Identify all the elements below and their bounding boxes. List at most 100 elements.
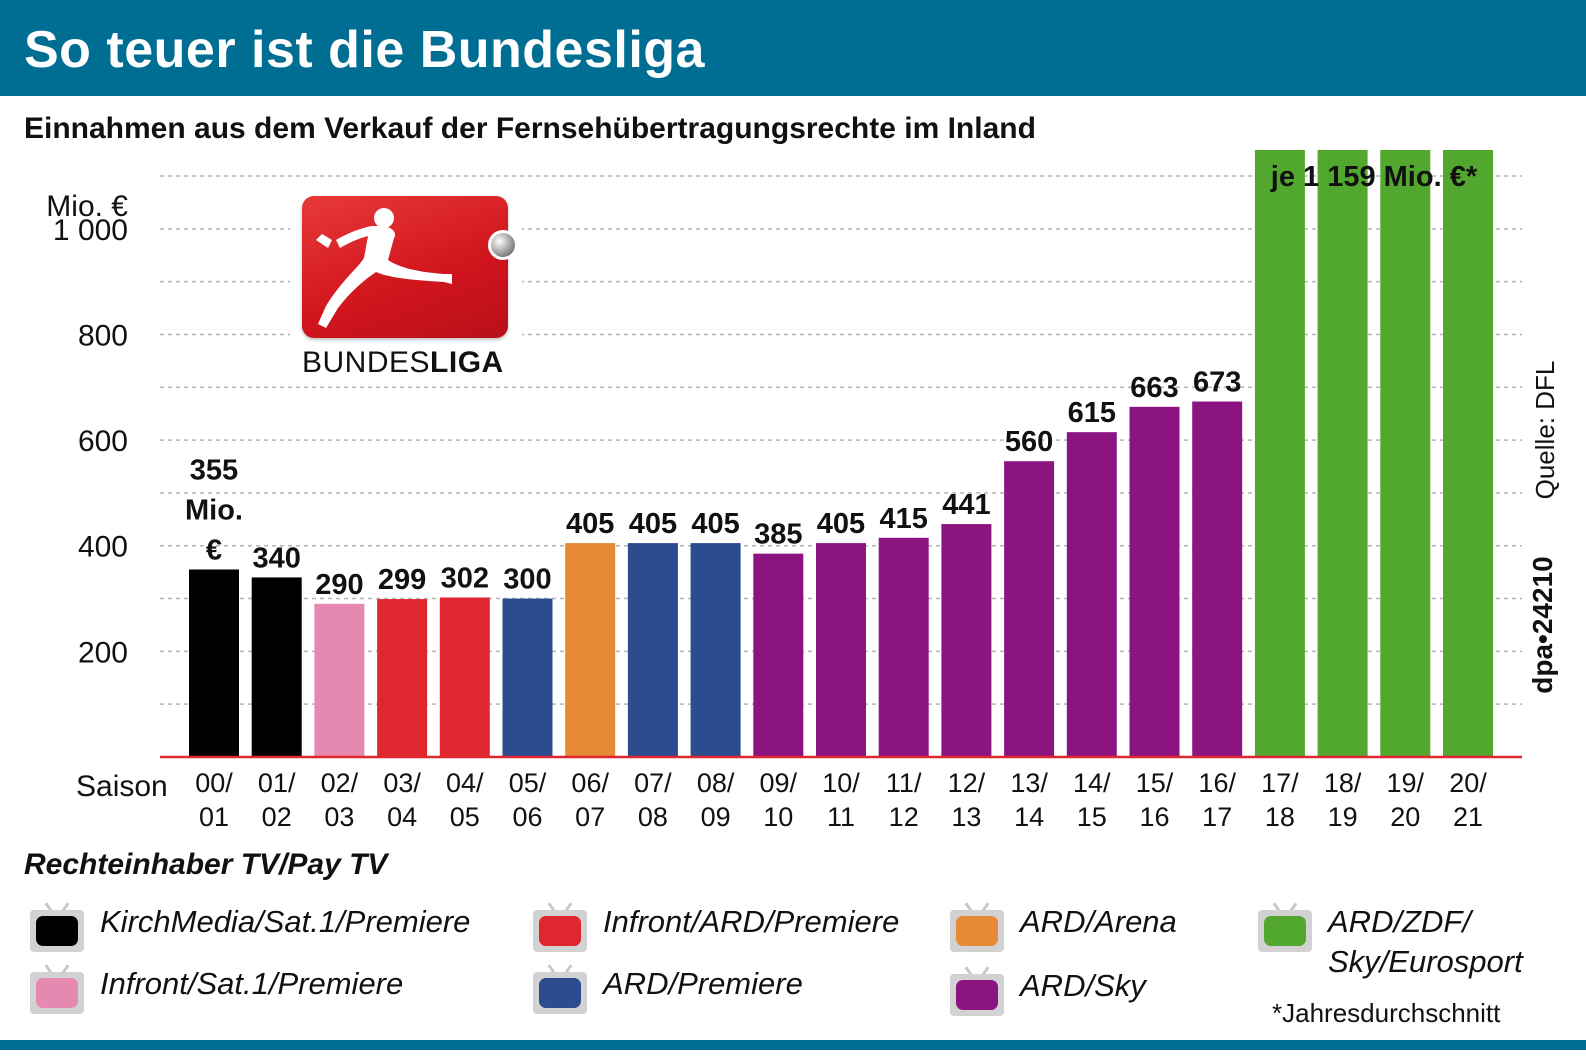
x-tick-label: 16 (1139, 802, 1169, 832)
bar (1129, 406, 1180, 757)
bar (941, 524, 992, 757)
x-tick-label: 02 (262, 802, 292, 832)
page-title: So teuer ist die Bundesliga (24, 21, 705, 79)
x-tick-label: 06 (512, 802, 542, 832)
y-tick-label: 1 000 (53, 214, 128, 247)
x-tick-label: 11 (827, 802, 855, 832)
data-label: 405 (629, 508, 677, 540)
bar (1317, 150, 1368, 757)
logo-wordmark: BUNDESLIGA (302, 346, 504, 379)
legend-label: Infront/ARD/Premiere (603, 904, 900, 939)
x-tick-label: 03/ (383, 768, 421, 798)
x-tick-label: 13 (951, 802, 981, 832)
y-axis-unit: Mio. € (46, 190, 128, 223)
data-label: 673 (1193, 367, 1241, 399)
chart-subtitle: Einnahmen aus dem Verkauf der Fernsehübe… (24, 112, 1036, 145)
x-axis-label: Saison (76, 770, 168, 803)
x-tick-label: 00/ (195, 768, 233, 798)
x-tick-label: 11/ (886, 768, 922, 798)
data-label: 560 (1005, 426, 1053, 458)
x-tick-label: 18 (1265, 802, 1295, 832)
bar (1443, 150, 1493, 757)
x-tick-label: 01 (199, 802, 229, 832)
x-tick-label: 10/ (822, 768, 860, 798)
logo-badge (302, 196, 508, 338)
data-label: 300 (503, 564, 551, 596)
x-tick-label: 02/ (321, 768, 359, 798)
y-tick-label: 400 (78, 531, 128, 564)
bar (627, 543, 678, 757)
tv-icon (1258, 902, 1312, 952)
bar (1066, 432, 1117, 757)
bar (816, 543, 866, 757)
legend-label: ARD/Premiere (603, 966, 803, 1001)
source-label: Quelle: DFL (1530, 361, 1560, 500)
data-label: 290 (315, 569, 363, 601)
bar (439, 597, 490, 757)
data-label: 355 Mio. € (185, 454, 243, 566)
x-tick-label: 20/ (1449, 768, 1487, 798)
footnote: *Jahresdurchschnitt (1272, 998, 1501, 1028)
data-label: 663 (1130, 372, 1178, 404)
data-label: 299 (378, 564, 426, 596)
data-label: 441 (942, 489, 990, 521)
tv-icon (950, 902, 1004, 952)
x-tick-label: 15 (1077, 802, 1107, 832)
x-tick-label: 04/ (446, 768, 484, 798)
x-tick-label: 04 (387, 802, 417, 832)
x-tick-label: 18/ (1324, 768, 1362, 798)
legend-label: ARD/ZDF/Sky/Eurosport (1328, 904, 1523, 979)
data-label: 385 (754, 519, 802, 551)
x-tick-label: 13/ (1010, 768, 1048, 798)
data-label: 340 (253, 542, 301, 574)
bar (753, 553, 804, 757)
bar (565, 543, 616, 757)
tv-icon (533, 964, 587, 1014)
x-tick-label: 07 (575, 802, 605, 832)
tv-icon (30, 964, 84, 1014)
x-tick-label: 15/ (1136, 768, 1174, 798)
bar (878, 537, 929, 757)
x-tick-label: 06/ (571, 768, 609, 798)
tv-icon (533, 902, 587, 952)
x-tick-label: 09 (701, 802, 731, 832)
y-tick-label: 200 (78, 636, 128, 669)
bottom-bar (0, 1040, 1586, 1050)
x-tick-label: 14/ (1073, 768, 1111, 798)
x-tick-label: 21 (1453, 802, 1483, 832)
x-tick-label: 12 (889, 802, 919, 832)
x-tick-label: 01/ (258, 768, 296, 798)
bar (1004, 461, 1055, 757)
tv-icon (30, 902, 84, 952)
legend-title: Rechteinhaber TV/Pay TV (24, 848, 388, 881)
bar (314, 603, 365, 757)
bar (1380, 150, 1431, 757)
x-tick-label: 20 (1390, 802, 1420, 832)
y-tick-label: 800 (78, 319, 128, 352)
x-tick-label: 07/ (634, 768, 672, 798)
x-tick-label: 05/ (509, 768, 547, 798)
bar (1254, 150, 1305, 757)
y-tick-label: 600 (78, 425, 128, 458)
x-tick-label: 12/ (948, 768, 986, 798)
x-tick-label: 05 (450, 802, 480, 832)
x-tick-label: 17 (1202, 802, 1232, 832)
x-tick-label: 19/ (1387, 768, 1425, 798)
player-silhouette-icon (316, 208, 452, 328)
bar (377, 599, 428, 757)
bundesliga-logo: BUNDESLIGA (290, 190, 522, 380)
data-label: 405 (691, 508, 739, 540)
data-label: 615 (1068, 397, 1116, 429)
x-tick-label: 16/ (1198, 768, 1236, 798)
x-tick-label: 08/ (697, 768, 735, 798)
x-tick-label: 14 (1014, 802, 1044, 832)
data-label: 302 (441, 562, 489, 594)
x-tick-label: 10 (763, 802, 793, 832)
bar (690, 543, 741, 757)
data-label: 405 (566, 508, 614, 540)
data-label: 415 (880, 503, 928, 535)
x-tick-label: 03 (324, 802, 354, 832)
bar (251, 577, 302, 757)
data-label: 405 (817, 508, 865, 540)
